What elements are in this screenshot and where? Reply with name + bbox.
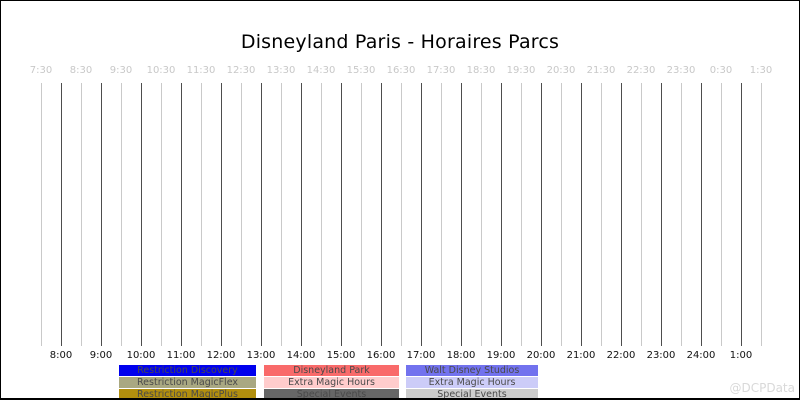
tick-label-top: 20:30 bbox=[546, 65, 576, 76]
tick-label-top: 16:30 bbox=[386, 65, 416, 76]
tick-label-top: 14:30 bbox=[306, 65, 336, 76]
tick-label-bottom: 1:00 bbox=[729, 350, 753, 361]
tick-label-bottom: 16:00 bbox=[366, 350, 396, 361]
gridline-half-hour bbox=[481, 83, 482, 346]
gridline-full-hour bbox=[61, 83, 62, 346]
gridline-half-hour bbox=[321, 83, 322, 346]
gridline-half-hour bbox=[121, 83, 122, 346]
legend-column: Disneyland Park Extra Magic Hours Special … bbox=[264, 365, 399, 398]
tick-label-top: 13:30 bbox=[266, 65, 296, 76]
legend-column: Walt Disney Studios Extra Magic Hours Spec… bbox=[406, 365, 538, 398]
gridline-full-hour bbox=[621, 83, 622, 346]
tick-label-bottom: 10:00 bbox=[126, 350, 156, 361]
gridline-half-hour bbox=[681, 83, 682, 346]
gridline-full-hour bbox=[341, 83, 342, 346]
tick-label-bottom: 11:00 bbox=[166, 350, 196, 361]
tick-label-bottom: 14:00 bbox=[286, 350, 316, 361]
gridline-full-hour bbox=[581, 83, 582, 346]
tick-label-top: 21:30 bbox=[586, 65, 616, 76]
gridline-full-hour bbox=[181, 83, 182, 346]
tick-label-bottom: 17:00 bbox=[406, 350, 436, 361]
tick-label-bottom: 12:00 bbox=[206, 350, 236, 361]
gridline-full-hour bbox=[701, 83, 702, 346]
legend-item: Walt Disney Studios bbox=[406, 365, 538, 376]
legend-item: Restriction MagicFlex bbox=[119, 377, 256, 388]
gridline-half-hour bbox=[441, 83, 442, 346]
tick-label-bottom: 13:00 bbox=[246, 350, 276, 361]
gridline-full-hour bbox=[741, 83, 742, 346]
tick-label-top: 17:30 bbox=[426, 65, 456, 76]
gridline-half-hour bbox=[241, 83, 242, 346]
tick-label-top: 15:30 bbox=[346, 65, 376, 76]
gridline-full-hour bbox=[461, 83, 462, 346]
gridline-half-hour bbox=[361, 83, 362, 346]
tick-label-top: 8:30 bbox=[69, 65, 93, 76]
tick-label-bottom: 20:00 bbox=[526, 350, 556, 361]
tick-label-top: 9:30 bbox=[109, 65, 133, 76]
tick-label-top: 0:30 bbox=[709, 65, 733, 76]
legend-item: Special Events bbox=[264, 389, 399, 398]
gridline-full-hour bbox=[421, 83, 422, 346]
gridline-half-hour bbox=[201, 83, 202, 346]
gridline-half-hour bbox=[561, 83, 562, 346]
gridline-half-hour bbox=[281, 83, 282, 346]
gridline-full-hour bbox=[661, 83, 662, 346]
tick-label-top: 22:30 bbox=[626, 65, 656, 76]
gridline-half-hour bbox=[401, 83, 402, 346]
legend-item: Special Events bbox=[406, 389, 538, 398]
tick-label-top: 23:30 bbox=[666, 65, 696, 76]
chart-title: Disneyland Paris - Horaires Parcs bbox=[240, 31, 560, 53]
tick-label-top: 10:30 bbox=[146, 65, 176, 76]
gridline-half-hour bbox=[521, 83, 522, 346]
tick-label-bottom: 21:00 bbox=[566, 350, 596, 361]
gridline-full-hour bbox=[101, 83, 102, 346]
legend-item: Extra Magic Hours bbox=[406, 377, 538, 388]
gridline-full-hour bbox=[501, 83, 502, 346]
gridline-half-hour bbox=[41, 83, 42, 346]
gridline-half-hour bbox=[81, 83, 82, 346]
tick-label-bottom: 9:00 bbox=[89, 350, 113, 361]
gridline-full-hour bbox=[541, 83, 542, 346]
tick-label-top: 12:30 bbox=[226, 65, 256, 76]
gridline-half-hour bbox=[761, 83, 762, 346]
tick-label-top: 1:30 bbox=[749, 65, 773, 76]
gridline-half-hour bbox=[721, 83, 722, 346]
tick-label-top: 19:30 bbox=[506, 65, 536, 76]
tick-label-bottom: 23:00 bbox=[646, 350, 676, 361]
tick-label-bottom: 18:00 bbox=[446, 350, 476, 361]
gridline-full-hour bbox=[221, 83, 222, 346]
gridline-half-hour bbox=[601, 83, 602, 346]
watermark: @DCPData bbox=[729, 381, 795, 395]
gridline-full-hour bbox=[381, 83, 382, 346]
tick-label-top: 18:30 bbox=[466, 65, 496, 76]
gridline-full-hour bbox=[261, 83, 262, 346]
legend-item: Restriction Discovery bbox=[119, 365, 256, 376]
tick-label-bottom: 8:00 bbox=[49, 350, 73, 361]
tick-label-bottom: 24:00 bbox=[686, 350, 716, 361]
tick-label-bottom: 22:00 bbox=[606, 350, 636, 361]
tick-label-top: 7:30 bbox=[29, 65, 53, 76]
gridline-half-hour bbox=[641, 83, 642, 346]
tick-label-bottom: 15:00 bbox=[326, 350, 356, 361]
gridline-half-hour bbox=[161, 83, 162, 346]
gridline-full-hour bbox=[301, 83, 302, 346]
legend-item: Restriction MagicPlus bbox=[119, 389, 256, 398]
legend-column: Restriction Discovery Restriction MagicFl… bbox=[119, 365, 256, 398]
legend-item: Extra Magic Hours bbox=[264, 377, 399, 388]
gridline-full-hour bbox=[141, 83, 142, 346]
tick-label-top: 11:30 bbox=[186, 65, 216, 76]
tick-label-bottom: 19:00 bbox=[486, 350, 516, 361]
legend-item: Disneyland Park bbox=[264, 365, 399, 376]
